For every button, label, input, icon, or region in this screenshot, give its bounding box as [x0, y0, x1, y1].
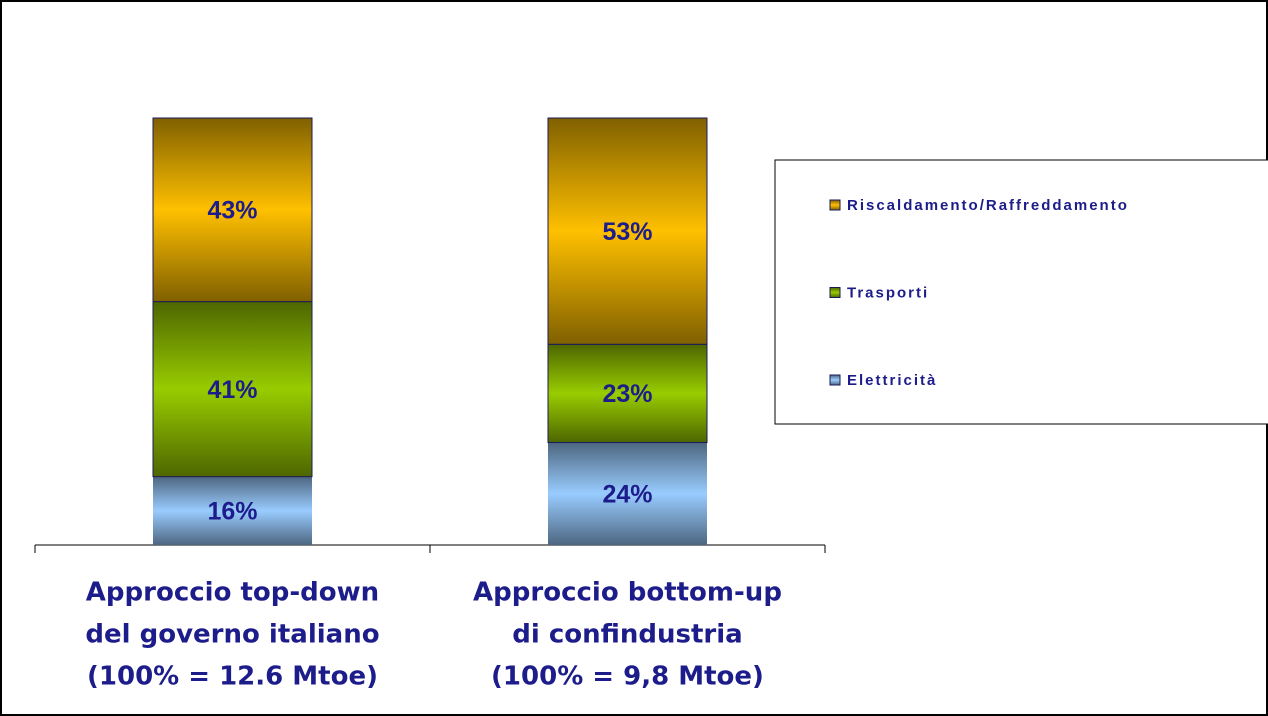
bar-segment — [548, 442, 707, 545]
legend-swatch — [829, 374, 841, 386]
bar-segment — [547, 117, 708, 345]
x-tick-label: (100% = 9,8 Mtoe) — [491, 662, 764, 692]
value-label: 43% — [207, 196, 257, 224]
x-tick-label: Approccio bottom-up — [473, 578, 782, 608]
bar-segment — [153, 476, 312, 545]
x-tick-label: del governo italiano — [85, 620, 379, 650]
value-label: 41% — [207, 376, 257, 404]
legend-swatch — [829, 199, 841, 211]
bar-segment — [152, 117, 313, 303]
x-tick-label: di confindustria — [512, 620, 742, 650]
legend-box — [774, 159, 1268, 425]
legend-label: Elettricità — [847, 372, 937, 389]
value-label: 53% — [602, 218, 652, 246]
bar-segment — [152, 301, 313, 478]
legend-label: Riscaldamento/Raffreddamento — [847, 197, 1129, 214]
value-label: 24% — [602, 480, 652, 508]
legend-swatch — [829, 287, 841, 298]
value-label: 16% — [207, 497, 257, 525]
value-label: 23% — [602, 380, 652, 408]
x-tick-label: Approccio top-down — [86, 578, 379, 608]
legend-label: Trasporti — [847, 284, 929, 301]
bar-segment — [547, 343, 708, 444]
x-tick-label: (100% = 12.6 Mtoe) — [87, 662, 378, 692]
